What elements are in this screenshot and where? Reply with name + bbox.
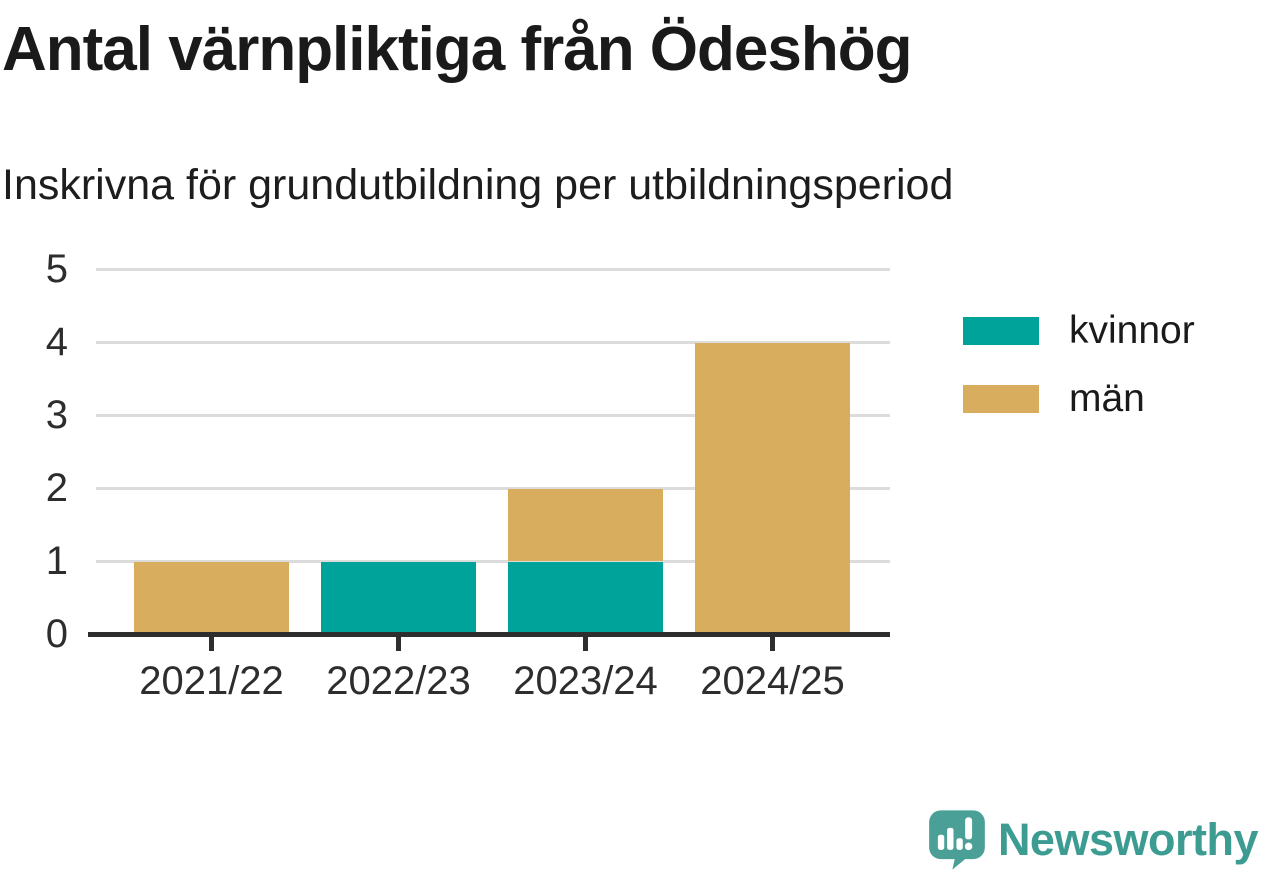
y-axis-label-1: 1 (45, 539, 68, 583)
x-tick-2023/24 (583, 637, 588, 651)
bar-2022/23-kvinnor (321, 562, 476, 632)
y-axis-label-2: 2 (45, 466, 68, 510)
gridline-y-5 (96, 268, 890, 271)
y-axis-label-0: 0 (45, 612, 68, 656)
legend-label-kvinnor: kvinnor (1069, 309, 1195, 352)
legend-item-kvinnor: kvinnor (963, 311, 1195, 350)
legend-swatch-män (963, 384, 1039, 413)
x-tick-2024/25 (770, 637, 775, 651)
x-axis-label-2021/22: 2021/22 (139, 659, 284, 703)
legend-swatch-kvinnor (963, 316, 1039, 345)
bar-2021/22-män (134, 562, 289, 632)
newsworthy-brand: Newsworthy (928, 809, 1259, 871)
gridline-y-4 (96, 341, 890, 344)
x-axis-label-2022/23: 2022/23 (326, 659, 471, 703)
y-axis-label-4: 4 (45, 320, 68, 364)
x-axis-line (88, 632, 890, 637)
x-tick-2021/22 (209, 637, 214, 651)
legend: kvinnor män (963, 311, 1195, 447)
bar-2023/24-män (508, 489, 663, 561)
bar-2024/25-män (695, 343, 850, 632)
gridline-y-2 (96, 487, 890, 490)
chart-title: Antal värnpliktiga från Ödeshög (2, 15, 912, 84)
y-axis-label-5: 5 (45, 247, 68, 291)
gridline-y-1 (96, 560, 890, 563)
legend-label-män: män (1069, 377, 1145, 420)
chart-subtitle: Inskrivna för grundutbildning per utbild… (2, 161, 954, 209)
y-axis-label-3: 3 (45, 393, 68, 437)
legend-item-män: män (963, 379, 1195, 418)
gridline-y-3 (96, 414, 890, 417)
brand-name: Newsworthy (997, 814, 1259, 865)
x-tick-2022/23 (396, 637, 401, 651)
x-axis-label-2023/24: 2023/24 (513, 659, 658, 703)
newsworthy-logo-icon (929, 810, 985, 870)
bar-2023/24-kvinnor (508, 562, 663, 632)
x-axis-label-2024/25: 2024/25 (700, 659, 845, 703)
